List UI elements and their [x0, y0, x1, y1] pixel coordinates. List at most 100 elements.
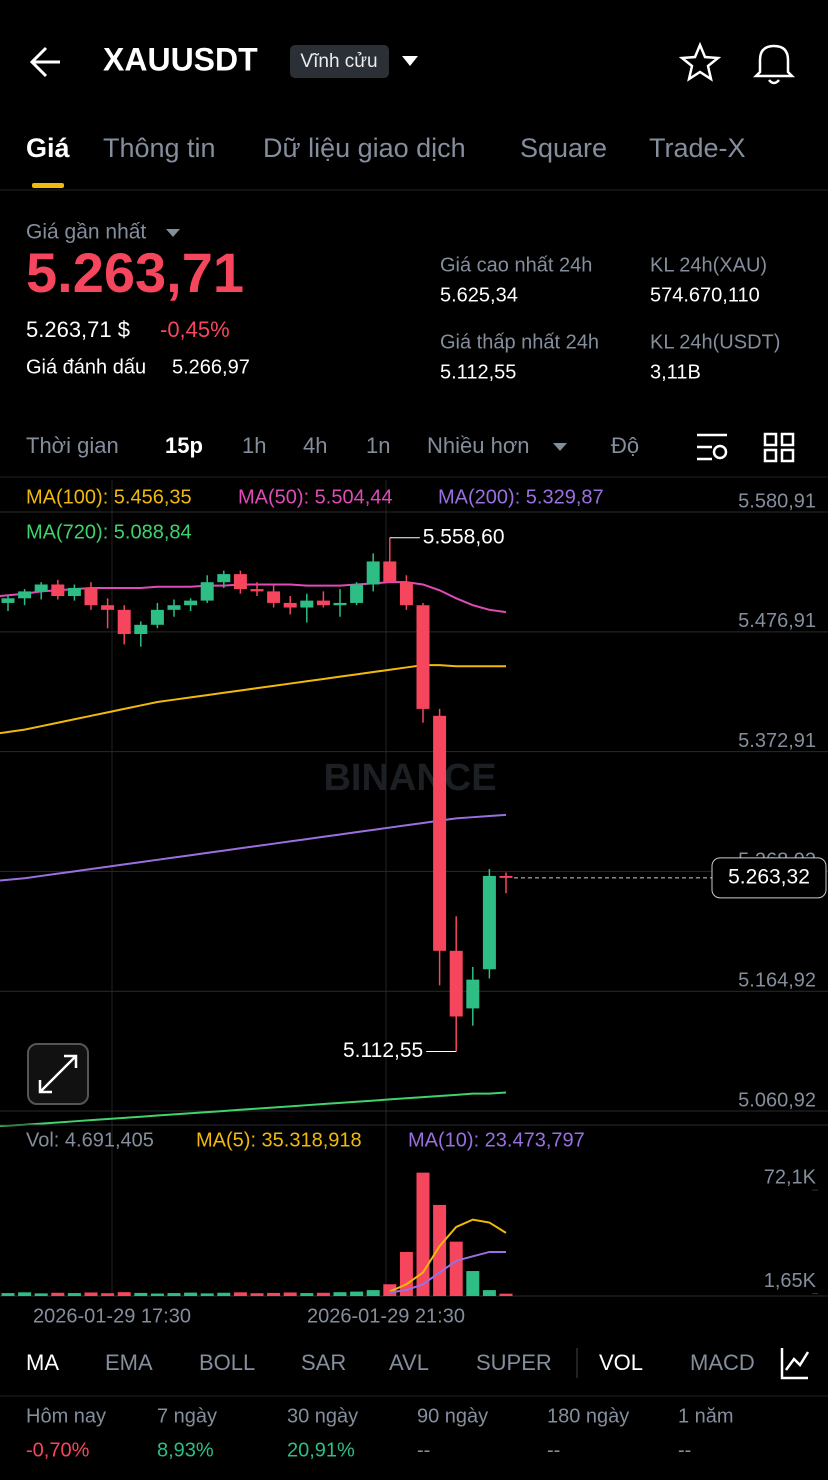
volume-bar — [283, 1292, 297, 1296]
tab[interactable]: Trade-X — [649, 133, 746, 163]
candle-body — [1, 598, 15, 603]
candle-body — [51, 584, 65, 597]
volume-bar — [316, 1292, 330, 1296]
last-price: 5.263,71 — [26, 241, 244, 304]
ma-line — [0, 1091, 507, 1127]
dropdown — [553, 443, 567, 451]
candle-body — [366, 561, 380, 585]
candle-body — [167, 605, 181, 610]
ma-legend: MA(720): 5.088,84 — [26, 521, 192, 543]
watermark: BINANCE — [323, 757, 496, 799]
volume-bar — [101, 1293, 115, 1296]
volume-bar — [167, 1293, 181, 1296]
candle-body — [482, 875, 496, 970]
volume-bar — [416, 1172, 430, 1296]
badge: Vĩnh cửu — [300, 51, 377, 72]
tab[interactable]: Thông tin — [103, 133, 216, 163]
ma-line — [0, 813, 507, 882]
volume-bar — [200, 1293, 214, 1296]
candle-body — [283, 602, 297, 608]
ma-legend: MA(50): 5.504,44 — [238, 486, 393, 508]
perf-label: 7 ngày — [157, 1405, 217, 1427]
tab[interactable]: Giá — [26, 133, 71, 163]
indicator[interactable]: SUPER — [476, 1350, 552, 1375]
volume-bar — [233, 1292, 247, 1296]
settings-icon[interactable] — [697, 433, 727, 461]
volume-ma-legend: MA(10): 23.473,797 — [408, 1129, 585, 1151]
volume-tick-label: 72,1K — [764, 1166, 817, 1188]
toolbar-item[interactable]: 1n — [366, 433, 390, 458]
tab[interactable]: Square — [520, 133, 607, 163]
volume-bar — [433, 1204, 447, 1296]
ma-legend: MA(100): 5.456,35 — [26, 486, 192, 508]
toolbar-item[interactable]: 15p — [165, 433, 203, 458]
indicator[interactable]: VOL — [599, 1350, 643, 1375]
perf-value: -0,70% — [26, 1439, 90, 1461]
tab-indicator — [32, 183, 64, 188]
y-tick-label: 5.164,92 — [738, 970, 816, 992]
candle-body — [34, 584, 48, 592]
volume-bar — [350, 1291, 364, 1296]
perf-label: 90 ngày — [417, 1405, 488, 1427]
volume-bar — [499, 1293, 513, 1296]
candle-body — [184, 600, 198, 606]
y-tick-label: 5.060,92 — [738, 1089, 816, 1111]
candle-body — [316, 600, 330, 606]
volume-bar — [267, 1292, 281, 1296]
chart-settings[interactable] — [780, 1348, 810, 1380]
candle-body — [499, 875, 513, 878]
volume-bar — [117, 1292, 131, 1296]
candle-body — [433, 715, 447, 951]
mark-price: 5.266,97 — [172, 356, 250, 378]
indicator[interactable]: BOLL — [199, 1350, 255, 1375]
toolbar-item[interactable]: Nhiều hơn — [427, 433, 530, 458]
toolbar-item[interactable]: 4h — [303, 433, 327, 458]
volume-bar — [67, 1293, 81, 1296]
perf-label: 1 năm — [678, 1405, 734, 1427]
volume-bar — [466, 1271, 480, 1296]
candle-body — [233, 574, 247, 590]
back-button[interactable] — [29, 46, 60, 78]
stat-label: Giá cao nhất 24h — [440, 254, 592, 276]
max-marker: 5.558,60 — [423, 525, 505, 548]
indicator[interactable]: AVL — [389, 1350, 429, 1375]
candle-body — [150, 609, 164, 625]
volume-bar — [134, 1292, 148, 1296]
perf-value: -- — [678, 1439, 691, 1461]
stat-label: KL 24h(USDT) — [650, 331, 780, 353]
favorite[interactable] — [678, 41, 722, 82]
toolbar-item[interactable]: Độ — [611, 433, 639, 458]
perf-label: 180 ngày — [547, 1405, 629, 1427]
candle-body — [383, 561, 397, 583]
volume-ma-line — [389, 1250, 506, 1294]
candle-body — [399, 582, 413, 606]
stat-value: 3,11B — [650, 361, 701, 383]
symbol: XAUUSDT — [103, 41, 258, 77]
min-marker: 5.112,55 — [343, 1039, 423, 1062]
volume-ma-legend: MA(5): 35.318,918 — [196, 1129, 362, 1151]
toolbar-item[interactable]: 1h — [242, 433, 266, 458]
indicator[interactable]: EMA — [105, 1350, 153, 1375]
dropdown[interactable] — [402, 56, 418, 66]
layout-icon[interactable] — [763, 432, 795, 463]
tab[interactable]: Dữ liệu giao dịch — [263, 133, 466, 163]
last-price-label: 5.263,32 — [728, 865, 810, 888]
x-tick-label: 2026-01-29 17:30 — [33, 1305, 191, 1327]
y-tick-label: 5.476,91 — [738, 610, 816, 632]
volume-legend: Vol: 4.691,405 — [26, 1129, 154, 1151]
perf-value: 20,91% — [287, 1439, 355, 1461]
change: -0,45% — [160, 317, 230, 342]
indicator[interactable]: SAR — [301, 1350, 346, 1375]
fullscreen-icon — [38, 1054, 78, 1094]
volume-bar — [482, 1290, 496, 1296]
alert[interactable] — [752, 44, 796, 85]
candle-body — [217, 574, 231, 583]
indicator[interactable]: MA — [26, 1350, 59, 1375]
y-tick-label: 5.372,91 — [738, 730, 816, 752]
stat-label: KL 24h(XAU) — [650, 254, 767, 276]
candle-body — [333, 602, 347, 606]
toolbar-item: Thời gian — [26, 433, 119, 458]
settings-icon-dot — [712, 444, 728, 460]
indicator[interactable]: MACD — [690, 1350, 755, 1375]
dropdown[interactable] — [166, 229, 180, 237]
